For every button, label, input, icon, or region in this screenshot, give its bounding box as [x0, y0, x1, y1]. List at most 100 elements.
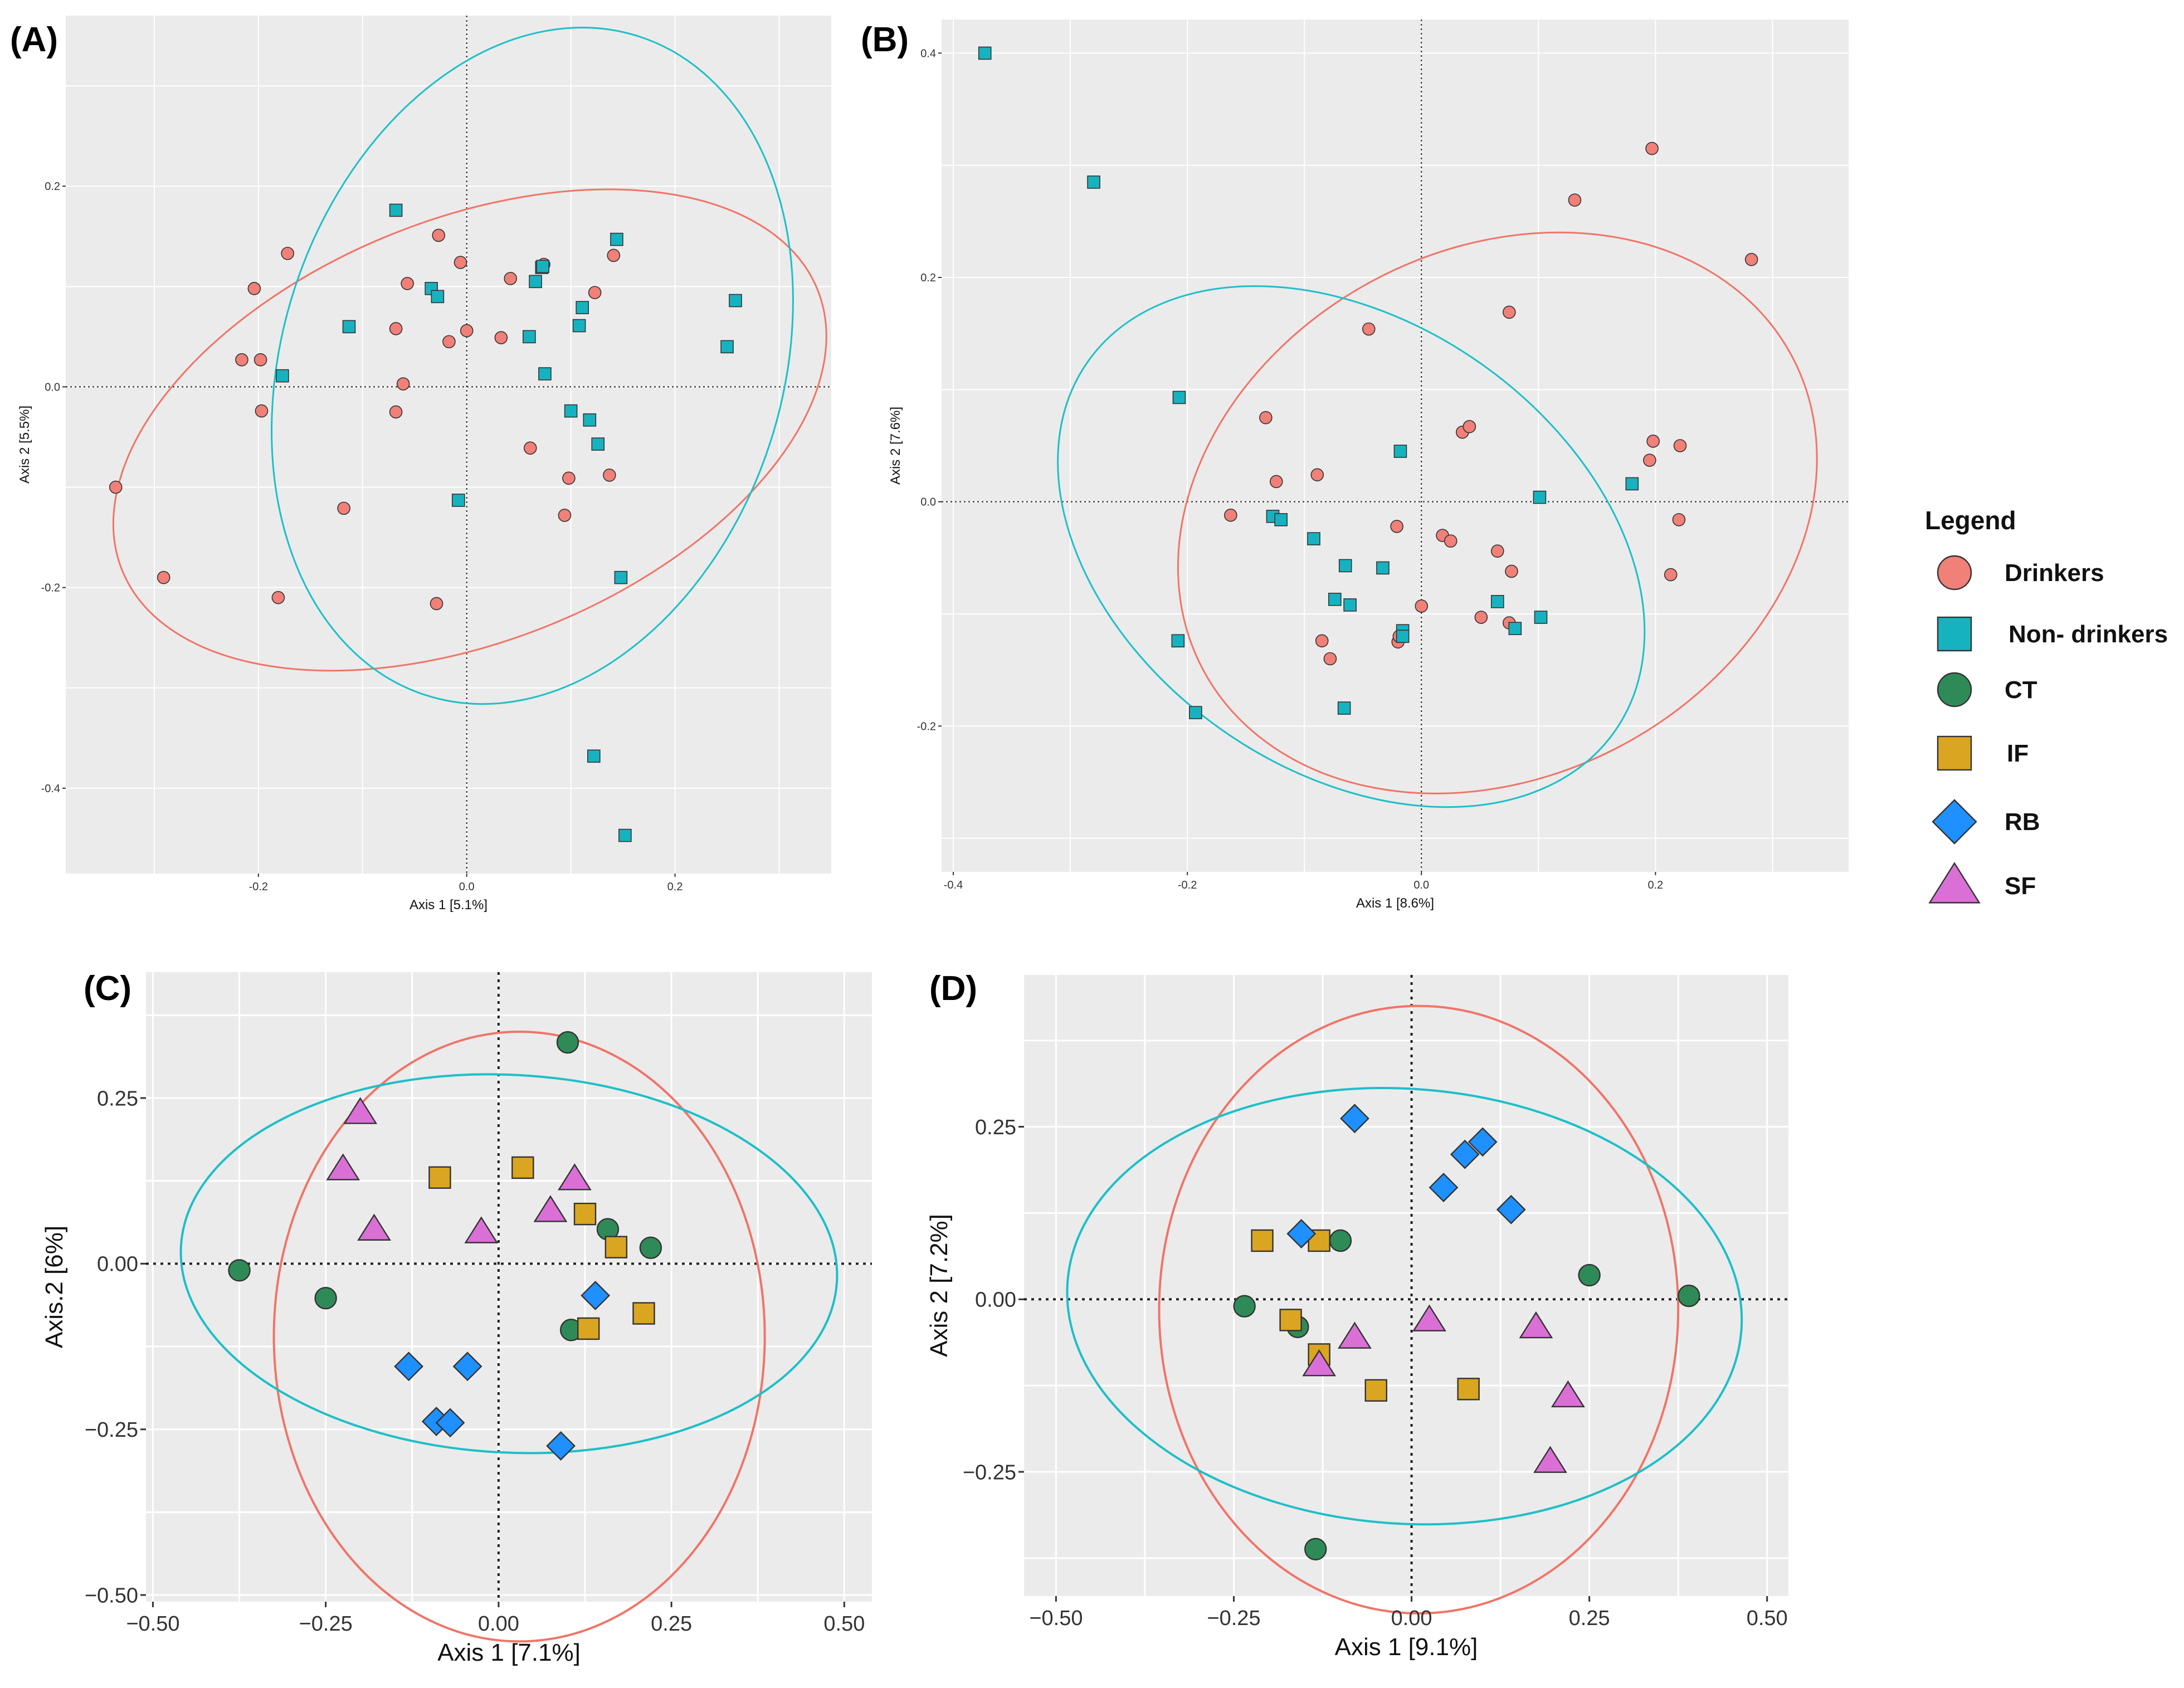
point-sf: [558, 1163, 592, 1191]
point-drinkers: [1259, 411, 1273, 425]
point-rb: [1340, 1104, 1369, 1134]
point-non-drinkers: [1625, 477, 1639, 491]
legend-items: Drinkers Non- drinkers CT IF RB SF: [1928, 555, 2168, 904]
point-if: [632, 1302, 655, 1325]
confidence-ellipse-drinkers: [272, 1031, 766, 1643]
point-ct: [1678, 1284, 1700, 1308]
point-non-drinkers: [591, 437, 605, 451]
point-drinkers: [460, 324, 474, 338]
point-drinkers: [157, 570, 170, 584]
point-drinkers: [432, 228, 446, 242]
diamond-icon: [1932, 799, 1977, 845]
x-tick-label: -0.4: [944, 879, 963, 891]
point-drinkers: [396, 377, 410, 391]
point-non-drinkers: [538, 367, 552, 380]
y-tick-label: -0.2: [917, 720, 936, 733]
point-drinkers: [494, 331, 508, 344]
point-if: [511, 1156, 534, 1179]
point-non-drinkers: [1337, 701, 1351, 715]
x-tick-label: -0.2: [249, 881, 268, 893]
point-ct: [314, 1287, 337, 1310]
legend-label: IF: [2007, 740, 2029, 767]
point-drinkers: [1491, 544, 1504, 558]
point-non-drinkers: [720, 340, 734, 354]
ordination-plot-c: −0.50 −0.25 0.00 0.25 0.50 −0.50 −0.25 0.00 0.25…: [41, 972, 872, 1666]
point-non-drinkers: [1307, 532, 1320, 545]
confidence-ellipse-nondrinkers: [1057, 285, 1646, 808]
point-non-drinkers: [978, 46, 992, 60]
point-drinkers: [247, 282, 261, 295]
point-rb: [1429, 1173, 1459, 1202]
point-sf: [343, 1097, 378, 1124]
point-non-drinkers: [576, 301, 589, 314]
triangle-icon: [1928, 862, 1981, 904]
point-drinkers: [1505, 564, 1518, 578]
legend-item: Drinkers: [1937, 555, 2104, 591]
point-ct: [1578, 1263, 1601, 1287]
point-sf: [1338, 1321, 1372, 1349]
point-non-drinkers: [523, 330, 536, 344]
point-sf: [357, 1213, 391, 1241]
legend-item: RB: [1932, 799, 2040, 845]
point-drinkers: [1646, 435, 1660, 448]
point-non-drinkers: [1491, 595, 1504, 608]
y-tick-label: -0.4: [41, 783, 60, 795]
point-non-drinkers: [1533, 490, 1547, 504]
plot-background-d: [1024, 975, 1788, 1596]
x-tick-label: 0.0: [459, 881, 475, 893]
point-drinkers: [271, 591, 285, 604]
panel-label-d: (D): [929, 969, 977, 1008]
point-sf: [464, 1216, 499, 1243]
point-non-drinkers: [1171, 634, 1185, 648]
legend-label: CT: [2005, 676, 2037, 704]
point-non-drinkers: [729, 294, 742, 308]
point-rb: [1496, 1194, 1526, 1224]
point-non-drinkers: [276, 369, 289, 383]
point-drinkers: [235, 353, 248, 367]
point-drinkers: [254, 353, 267, 367]
point-rb: [435, 1408, 465, 1438]
point-non-drinkers: [1328, 593, 1342, 606]
point-drinkers: [523, 441, 537, 455]
point-non-drinkers: [1396, 630, 1410, 643]
point-drinkers: [1415, 599, 1429, 613]
point-sf: [1302, 1349, 1337, 1377]
plot-background-a: [66, 16, 831, 874]
point-sf: [1412, 1304, 1446, 1331]
x-axis-label: Axis 1 [9.1%]: [1335, 1633, 1478, 1661]
point-non-drinkers: [1534, 611, 1548, 624]
point-if: [573, 1202, 597, 1226]
y-tick-label: 0.4: [920, 47, 936, 60]
point-non-drinkers: [389, 203, 403, 217]
y-tick-label: 0.25: [97, 1087, 138, 1110]
legend-item: Non- drinkers: [1937, 616, 2168, 652]
y-tick-label: −0.25: [85, 1418, 138, 1442]
legend-label: SF: [2005, 872, 2036, 900]
x-tick-label: 0.2: [667, 881, 683, 893]
point-non-drinkers: [529, 275, 542, 289]
point-non-drinkers: [583, 413, 597, 427]
point-drinkers: [1673, 439, 1687, 452]
y-tick-label: −0.50: [85, 1584, 138, 1607]
point-non-drinkers: [587, 749, 601, 763]
point-if: [1251, 1229, 1274, 1252]
point-drinkers: [588, 286, 602, 299]
x-tick-label: −0.25: [1207, 1607, 1260, 1630]
y-axis-label: Axis 2 [5.5%]: [17, 406, 32, 484]
point-non-drinkers: [451, 494, 465, 507]
legend-title: Legend: [1925, 506, 2016, 535]
y-axis-label: Axis 2 [7.2%]: [925, 1214, 953, 1357]
point-ct: [639, 1236, 662, 1260]
point-drinkers: [1664, 568, 1678, 582]
circle-icon: [1937, 555, 1972, 591]
point-drinkers: [1462, 419, 1476, 433]
x-tick-label: 0.2: [1647, 879, 1663, 891]
point-non-drinkers: [1274, 513, 1288, 526]
y-tick-label: 0.25: [975, 1116, 1016, 1139]
x-tick-label: 0.50: [823, 1612, 865, 1636]
point-drinkers: [1269, 475, 1283, 489]
x-tick-label: −0.50: [126, 1612, 179, 1636]
point-if: [428, 1166, 451, 1189]
confidence-ellipse-drinkers: [1158, 1004, 1680, 1614]
point-drinkers: [389, 405, 403, 419]
